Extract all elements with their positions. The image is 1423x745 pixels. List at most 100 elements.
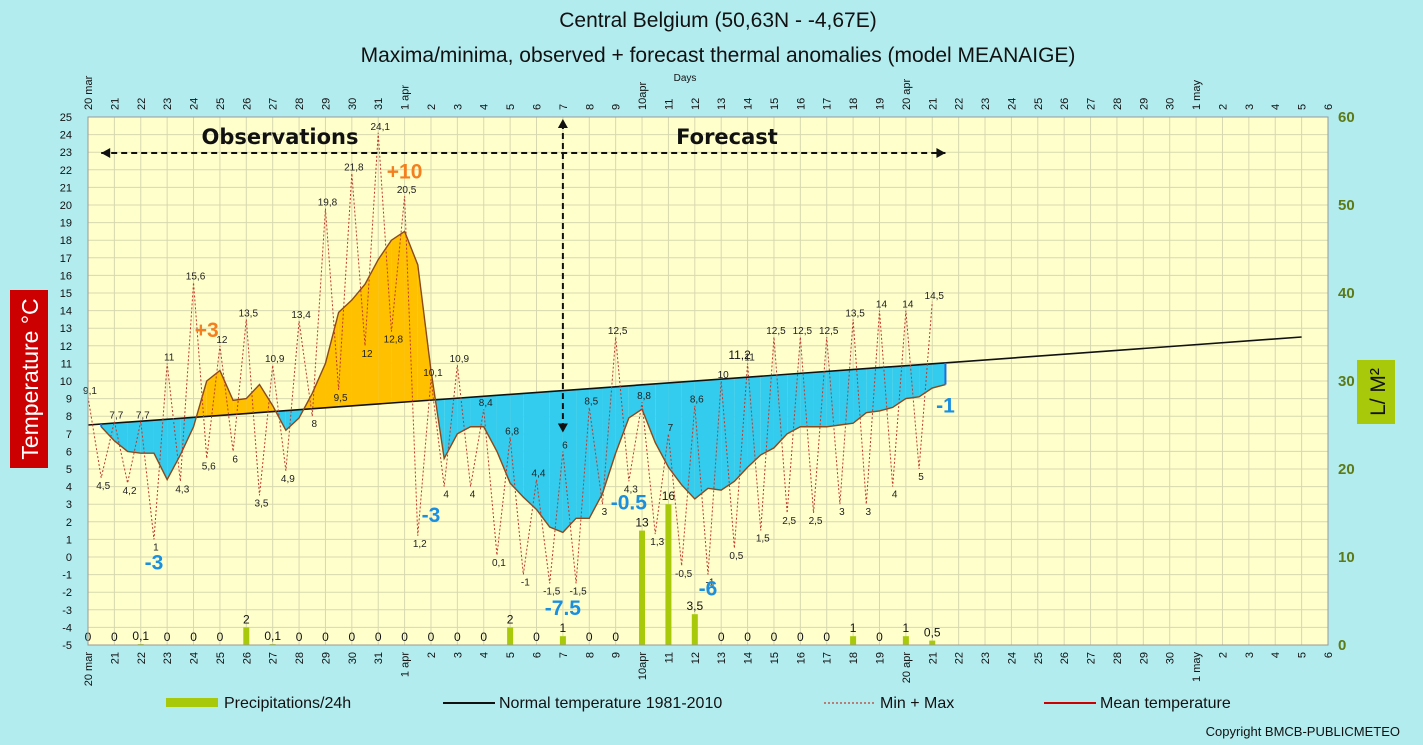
y-tick-label: 18 xyxy=(60,235,72,247)
series-lines xyxy=(87,132,1302,584)
minmax-value-label: 5,6 xyxy=(202,461,216,472)
x-tick-label-top: 3 xyxy=(452,104,464,110)
cold-anomaly-area xyxy=(681,381,695,499)
precip-bar xyxy=(243,627,250,645)
precip-value-label: 0 xyxy=(217,630,224,644)
x-tick-label-bottom: 19 xyxy=(874,652,886,664)
minmax-value-label: 7,7 xyxy=(136,410,150,421)
y-tick-label: 25 xyxy=(60,112,72,124)
warm-anomaly-area xyxy=(312,363,326,409)
minmax-value-label: 0,5 xyxy=(729,551,743,562)
x-tick-label-top: 25 xyxy=(215,98,227,110)
minmax-value-label: 6,8 xyxy=(505,426,519,437)
cold-anomaly-area xyxy=(628,384,643,418)
y-tick-label: 20 xyxy=(60,200,72,212)
cold-anomaly-area xyxy=(496,394,511,484)
minmax-value-label: 8,4 xyxy=(479,398,493,409)
y-tick-label: 4 xyxy=(66,482,72,494)
precip-value-label: 0,1 xyxy=(132,629,149,643)
x-tick-label-bottom: 12 xyxy=(690,652,702,664)
y-tick-label: 19 xyxy=(60,218,72,230)
minmax-value-label: -0,5 xyxy=(675,569,693,580)
minmax-value-label: 12 xyxy=(361,349,373,360)
warm-anomaly-area xyxy=(378,240,392,404)
y-right-title-box xyxy=(1357,360,1395,424)
precip-value-label: 1 xyxy=(850,621,857,635)
minmax-value-label: 4,9 xyxy=(281,474,295,485)
legend: Precipitations/24h Normal temperature 19… xyxy=(166,695,1231,712)
x-tick-label-bottom: 18 xyxy=(848,652,860,664)
cold-anomaly-area xyxy=(167,418,181,480)
x-tick-label-top: 26 xyxy=(1059,98,1071,110)
precip-value-label: 0 xyxy=(823,630,830,644)
x-tick-label-top: 1 may xyxy=(1191,80,1203,110)
minmax-value-label: 19,8 xyxy=(318,198,338,209)
x-tick-label-top: 8 xyxy=(584,104,596,110)
precip-value-label: 0 xyxy=(771,630,778,644)
y-tick-label: 12 xyxy=(60,341,72,353)
warm-anomaly-area xyxy=(338,300,352,407)
precip-value-label: 1 xyxy=(560,621,567,635)
minmax-value-label: 10,1 xyxy=(423,368,443,379)
x-tick-label-top: 27 xyxy=(268,98,280,110)
minmax-value-label: 12,5 xyxy=(819,326,839,337)
x-tick-label-top: 4 xyxy=(479,104,491,110)
x-tick-label-bottom: 21 xyxy=(109,652,121,664)
precip-value-label: 0 xyxy=(533,630,540,644)
cold-anomaly-area xyxy=(457,397,471,434)
x-tick-label-top: 31 xyxy=(373,98,385,110)
x-tick-label-top: 10apr xyxy=(637,82,649,110)
precip-value-label: 0 xyxy=(401,630,408,644)
warm-anomaly-area xyxy=(233,398,247,415)
x-tick-label-top: 21 xyxy=(927,98,939,110)
x-tick-label-bottom: 29 xyxy=(1138,652,1150,664)
x-tick-label-bottom: 24 xyxy=(1006,652,1018,664)
annotations: +3+10-3-3-7.5-0.5-6-1 xyxy=(101,119,955,620)
precip-bar xyxy=(507,627,514,645)
warm-anomaly-area xyxy=(404,231,418,403)
cold-anomaly-area xyxy=(140,420,154,454)
minmax-value-label: 4,5 xyxy=(96,481,110,492)
cold-anomaly-area xyxy=(892,365,906,408)
warm-anomaly-area xyxy=(246,384,260,414)
y-tick-label: -2 xyxy=(62,587,72,599)
y-right-title-text: L/ M² xyxy=(1367,368,1390,416)
x-tick-label-top: 11 xyxy=(663,99,675,110)
minmax-value-label: -1,5 xyxy=(569,586,587,597)
precip-bar xyxy=(639,530,646,645)
x-tick-label-bottom: 20 mar xyxy=(83,652,95,687)
x-tick-label-bottom: 1 apr xyxy=(400,652,412,677)
x-tick-label-top: 24 xyxy=(1006,98,1018,110)
x-tick-label-bottom: 14 xyxy=(743,652,755,664)
precip-value-label: 0 xyxy=(190,630,197,644)
precip-bar xyxy=(929,640,936,645)
y-tick-label: 22 xyxy=(60,165,72,177)
x-tick-label-bottom: 2 xyxy=(1217,652,1229,658)
y-tick-label: 14 xyxy=(60,306,72,318)
x-tick-label-bottom: 26 xyxy=(241,652,253,664)
x-tick-label-bottom: 25 xyxy=(215,652,227,664)
x-tick-label-bottom: 29 xyxy=(320,652,332,664)
warm-anomaly-area xyxy=(259,384,273,413)
x-tick-label-top: 30 xyxy=(1165,98,1177,110)
minmax-value-label: 2,5 xyxy=(809,516,823,527)
mean-temperature-line xyxy=(100,230,946,534)
y-tick-label: -1 xyxy=(62,570,72,582)
y-left-title-text: Temperature °C xyxy=(17,298,43,459)
y2-tick-label: 20 xyxy=(1338,461,1355,478)
minmax-value-label: 3 xyxy=(839,507,845,518)
minmax-value-label: 12,5 xyxy=(608,326,628,337)
legend-mean-label: Mean temperature xyxy=(1100,695,1231,712)
precip-value-label: 0 xyxy=(797,630,804,644)
observations-label: Observations xyxy=(202,125,359,149)
x-tick-label-top: 23 xyxy=(980,98,992,110)
x-tick-label-bottom: 23 xyxy=(162,652,174,664)
precip-bar xyxy=(850,636,857,645)
y-tick-label: 21 xyxy=(60,182,72,194)
x-tick-label-bottom: 27 xyxy=(268,652,280,664)
minmax-value-label: 10 xyxy=(718,370,730,381)
x-tick-label-top: 3 xyxy=(1244,104,1256,110)
warm-anomaly-area xyxy=(391,231,405,403)
anomaly-label: -6 xyxy=(699,578,718,601)
x-tick-label-bottom: 20 apr xyxy=(901,652,913,684)
